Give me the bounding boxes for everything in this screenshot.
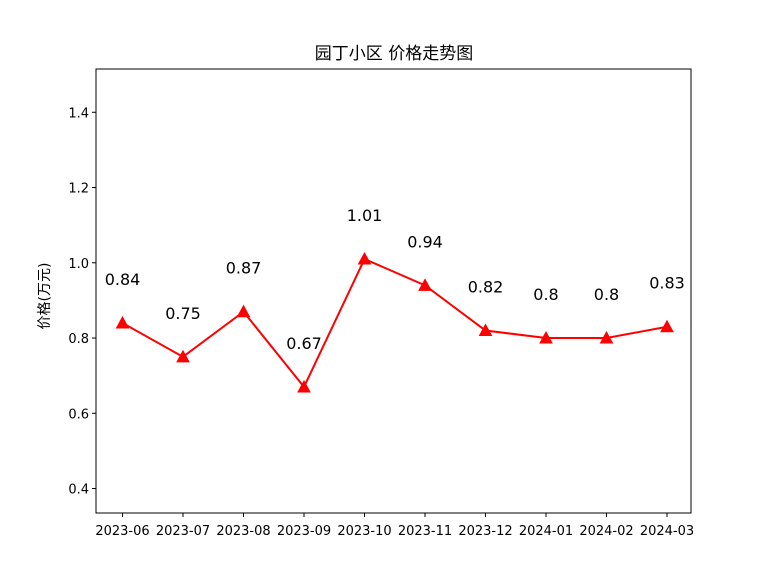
data-point-marker	[176, 349, 190, 363]
x-tick-label: 2023-07	[156, 524, 210, 539]
data-point-marker	[660, 319, 674, 333]
x-tick-label: 2023-10	[337, 524, 391, 539]
x-tick-label: 2023-06	[95, 524, 149, 539]
data-value-label: 0.8	[533, 285, 558, 304]
data-value-label: 0.67	[286, 334, 322, 353]
data-value-label: 0.94	[407, 232, 443, 251]
y-tick-label: 0.6	[68, 407, 89, 422]
data-point-marker	[478, 323, 493, 337]
y-tick-label: 1.2	[68, 182, 89, 197]
x-tick-label: 2023-11	[398, 524, 452, 539]
y-tick-label: 1.4	[68, 106, 89, 121]
y-axis-label: 价格(万元)	[37, 263, 53, 330]
x-tick-label: 2024-01	[519, 524, 573, 539]
series-line	[122, 257, 668, 389]
x-tick-label: 2023-12	[458, 524, 512, 539]
plot-area: 0.4 0.6 0.8 1.0 1.2 1.4 2023-06 2023-07 2023-08 2…	[68, 106, 694, 539]
x-tick-label: 2024-03	[640, 524, 694, 539]
plot-frame	[95, 68, 692, 514]
y-tick-label: 0.8	[68, 332, 89, 347]
x-tick-label: 2023-08	[216, 524, 270, 539]
data-point-marker	[357, 251, 372, 265]
y-tick-label: 1.0	[68, 257, 89, 272]
data-value-label: 0.84	[105, 270, 141, 289]
data-value-label: 0.75	[165, 304, 201, 323]
data-point-marker	[539, 330, 553, 344]
y-tick-label: 0.4	[68, 483, 89, 498]
data-point-marker	[115, 315, 130, 329]
data-point-marker	[236, 304, 251, 318]
data-value-label: 0.83	[649, 274, 685, 293]
chart-title: 园丁小区 价格走势图	[315, 44, 473, 64]
data-point-marker	[418, 278, 432, 291]
x-tick-label: 2024-02	[579, 524, 633, 539]
x-tick-label: 2023-09	[277, 524, 331, 539]
data-point-marker	[599, 330, 614, 344]
data-value-label: 0.87	[226, 259, 262, 278]
data-value-label: 0.8	[594, 285, 619, 304]
data-point-marker	[297, 379, 311, 393]
data-value-label: 1.01	[347, 206, 383, 225]
data-value-label: 0.82	[468, 278, 504, 297]
